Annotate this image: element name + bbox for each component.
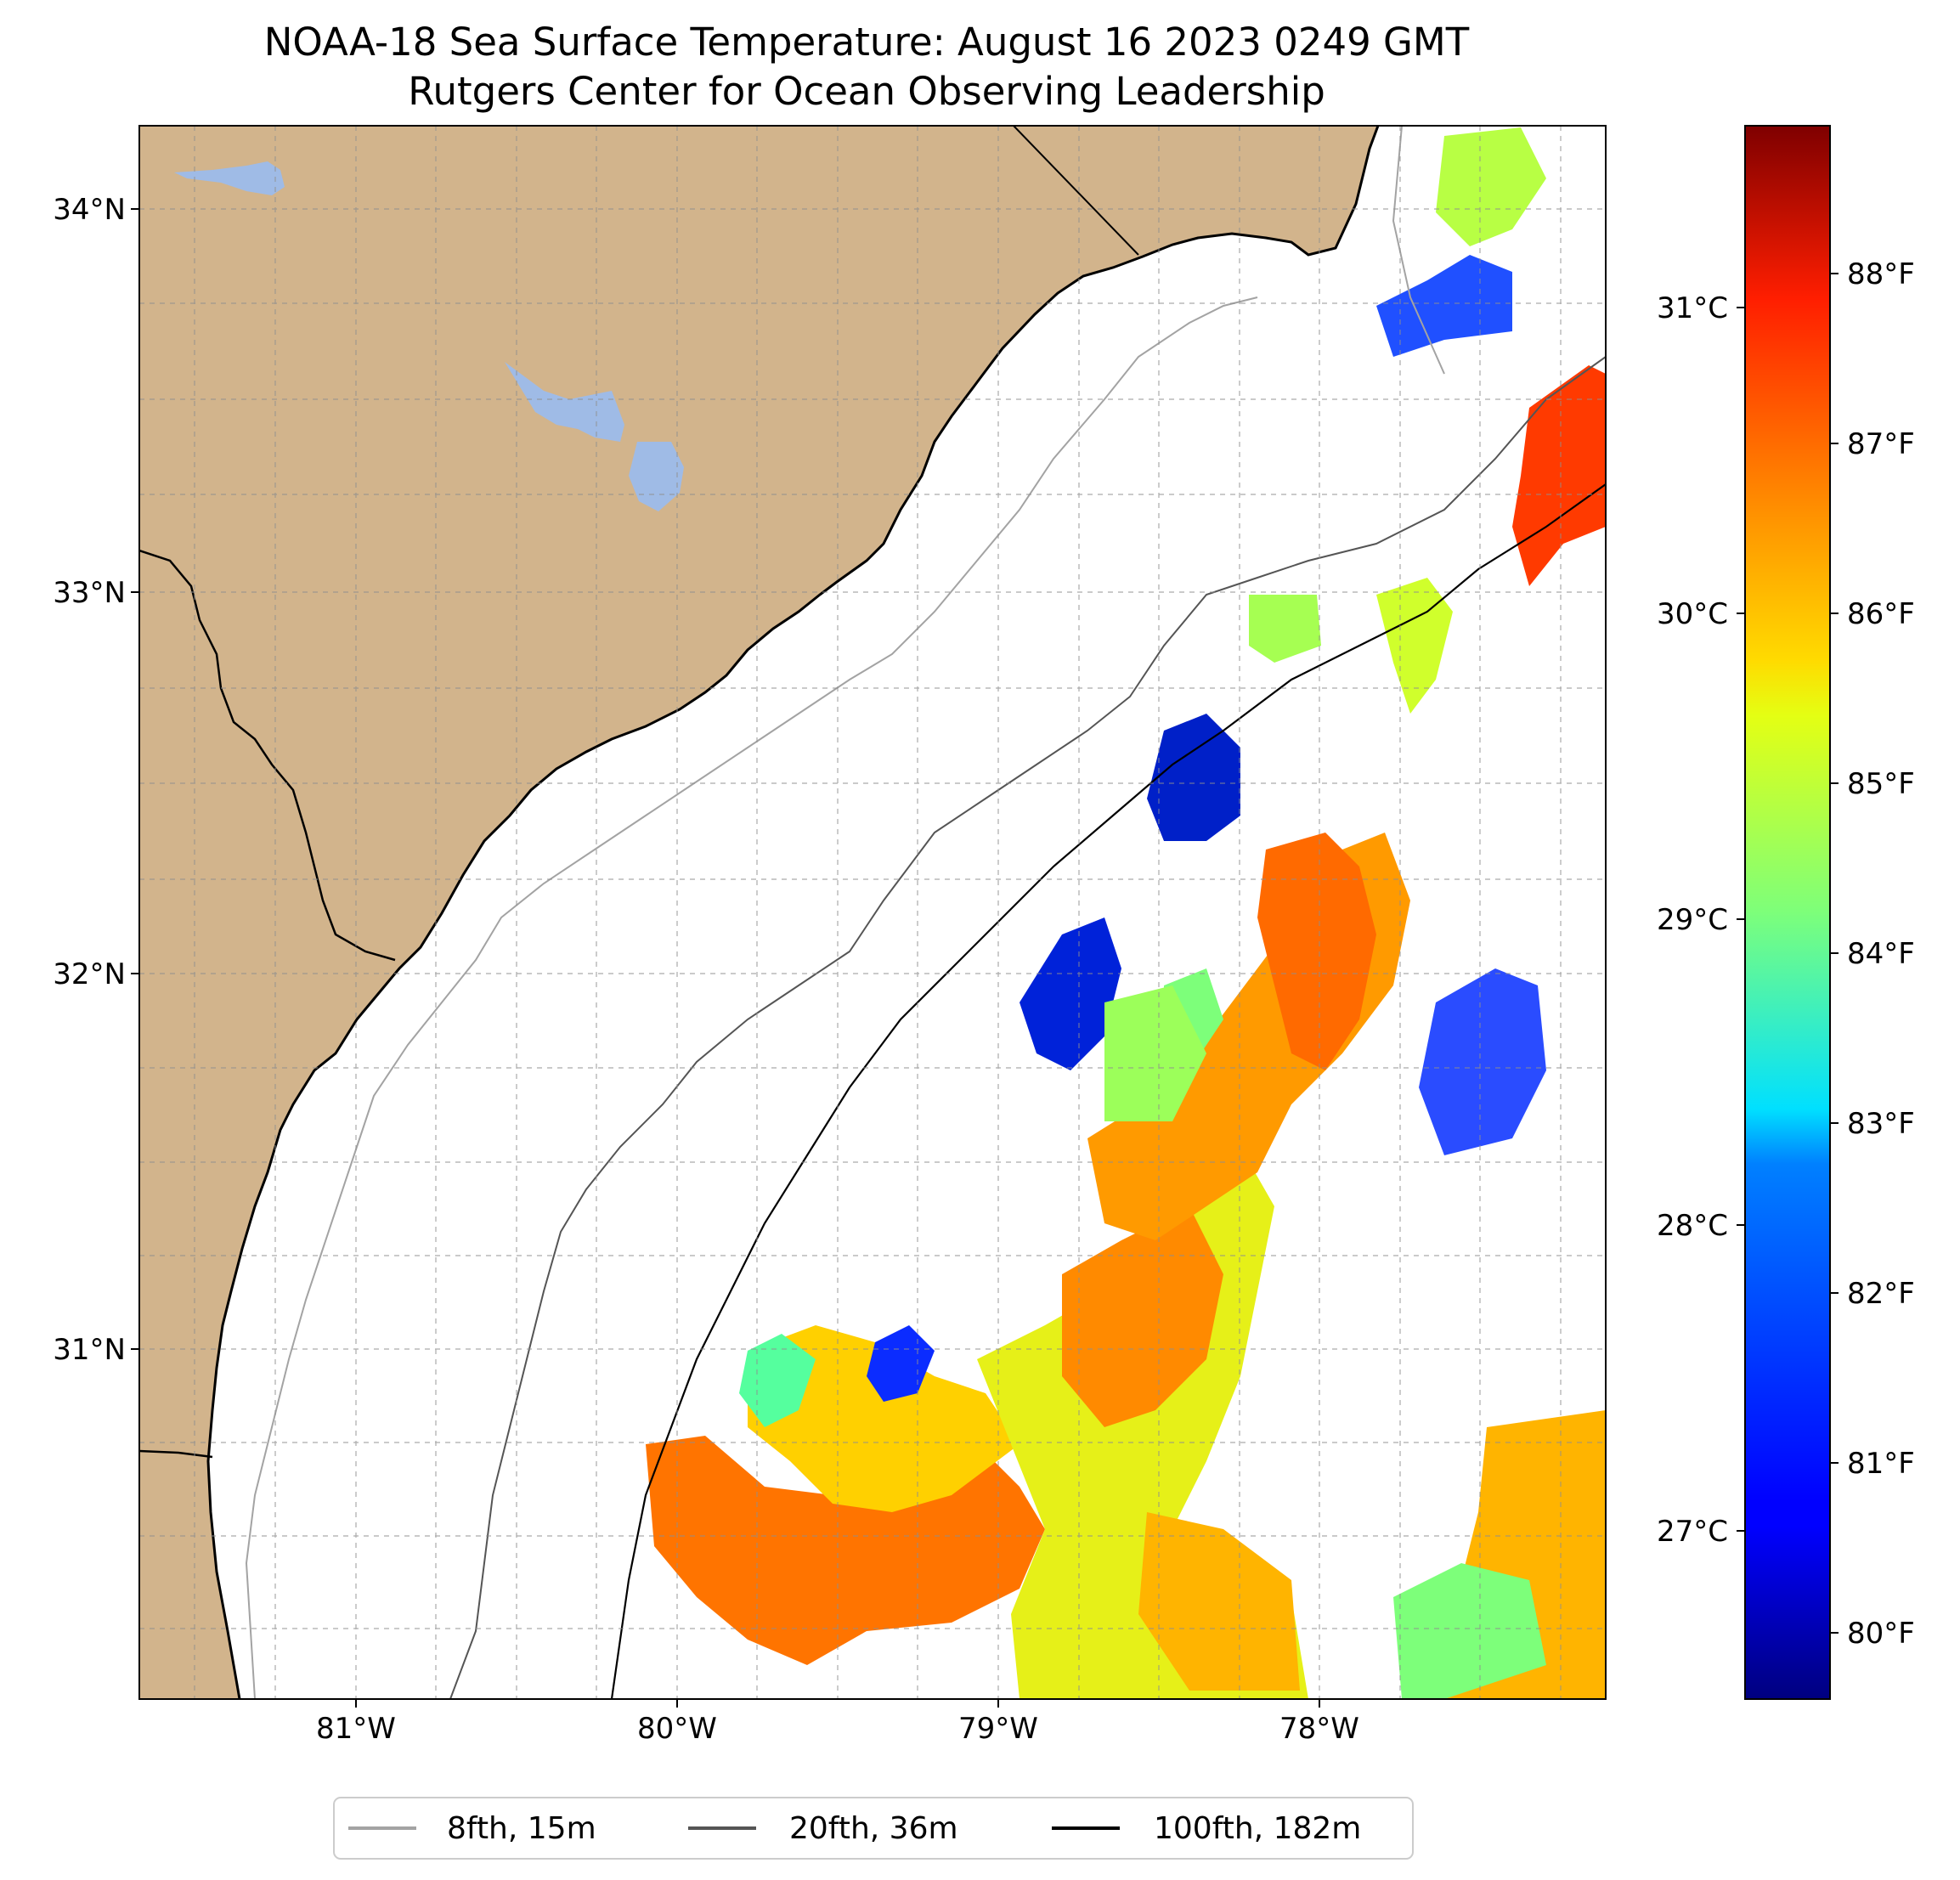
colorbar-fahrenheit-label: 81°F bbox=[1847, 1447, 1915, 1481]
latitude-label: 34°N bbox=[53, 193, 126, 227]
land-area bbox=[139, 126, 1378, 1699]
sst-patch-central bbox=[1020, 917, 1121, 1070]
map-panel bbox=[139, 126, 1606, 1699]
colorbar-celsius-label: 28°C bbox=[1657, 1209, 1728, 1243]
lake-marion bbox=[505, 362, 624, 442]
legend-label-20fth: 20fth, 36m bbox=[789, 1811, 958, 1846]
axis-ticks bbox=[131, 208, 1320, 1708]
colorbar-ticks bbox=[1737, 273, 1839, 1634]
sst-patch-central bbox=[1104, 985, 1206, 1121]
legend-label-100fth: 100fth, 182m bbox=[1154, 1811, 1361, 1846]
isobath-100fth bbox=[610, 483, 1606, 1699]
sst-patch-south-central bbox=[977, 1147, 1308, 1699]
colorbar-fahrenheit-label: 83°F bbox=[1847, 1107, 1915, 1141]
state-border-line bbox=[139, 1449, 213, 1459]
sst-patch-southwest bbox=[739, 1334, 816, 1427]
colorbar-fahrenheit-label: 88°F bbox=[1847, 257, 1915, 291]
latitude-label: 33°N bbox=[53, 576, 126, 610]
colorbar-fahrenheit-label: 87°F bbox=[1847, 427, 1915, 461]
colorbar-fahrenheit-label: 82°F bbox=[1847, 1277, 1915, 1311]
colorbar-fahrenheit-label: 86°F bbox=[1847, 597, 1915, 631]
isobath-8fth bbox=[245, 126, 1445, 1699]
longitude-label: 79°W bbox=[958, 1712, 1038, 1746]
gridlines bbox=[139, 126, 1606, 1699]
colorbar bbox=[1744, 125, 1831, 1700]
sst-patch-north bbox=[1436, 127, 1546, 246]
sst-patch-northeast bbox=[1147, 714, 1240, 841]
colorbar-celsius-label: 31°C bbox=[1657, 291, 1728, 325]
map-title-line1: NOAA-18 Sea Surface Temperature: August … bbox=[264, 20, 1470, 65]
sst-patch-east bbox=[1419, 968, 1546, 1155]
isobath-legend: 8fth, 15m 20fth, 36m 100fth, 182m bbox=[333, 1797, 1414, 1860]
state-border-line bbox=[139, 549, 396, 962]
coastline bbox=[206, 126, 1380, 1699]
colorbar-fahrenheit-label: 85°F bbox=[1847, 767, 1915, 801]
lake-north bbox=[174, 161, 285, 195]
longitude-label: 78°W bbox=[1279, 1712, 1359, 1746]
sst-patch-north bbox=[1376, 255, 1512, 357]
sst-data-layer bbox=[646, 127, 1606, 1699]
sst-patch-northeast bbox=[1249, 595, 1321, 663]
map-title-line2: Rutgers Center for Ocean Observing Leade… bbox=[408, 69, 1325, 114]
colorbar-fahrenheit-label: 80°F bbox=[1847, 1617, 1915, 1651]
sst-patch-south-central bbox=[1138, 1512, 1300, 1691]
sst-patch-central bbox=[1257, 833, 1376, 1070]
sst-patch-south-central bbox=[1062, 1206, 1223, 1427]
latitude-label: 32°N bbox=[53, 957, 126, 991]
longitude-label: 81°W bbox=[316, 1712, 396, 1746]
colorbar-fahrenheit-label: 84°F bbox=[1847, 937, 1915, 971]
sst-patch-northeast bbox=[1512, 365, 1606, 586]
sst-patch-east bbox=[1393, 1563, 1546, 1699]
colorbar-celsius-label: 30°C bbox=[1657, 597, 1728, 631]
sst-patch-northeast bbox=[1376, 578, 1453, 714]
sst-patch-southwest bbox=[748, 1325, 1020, 1512]
map-frame bbox=[138, 125, 1607, 1700]
longitude-label: 80°W bbox=[637, 1712, 717, 1746]
colorbar-celsius-label: 27°C bbox=[1657, 1515, 1728, 1549]
legend-label-8fth: 8fth, 15m bbox=[447, 1811, 596, 1846]
state-border-line bbox=[1013, 126, 1139, 256]
colorbar-celsius-label: 29°C bbox=[1657, 903, 1728, 937]
legend-box bbox=[333, 1797, 1414, 1860]
latitude-label: 31°N bbox=[53, 1333, 126, 1367]
